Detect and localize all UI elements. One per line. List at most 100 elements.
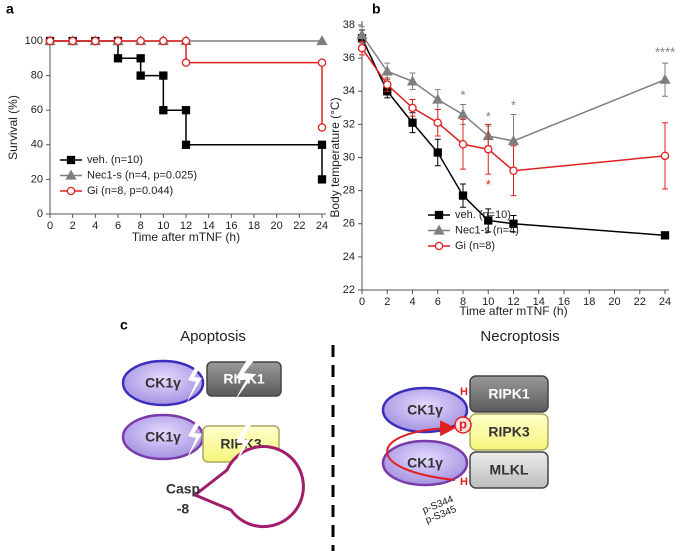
legend-label: Gi (n=8, p=0.044) (87, 185, 173, 197)
phospho-label: p (459, 416, 467, 431)
x-tick-label: 2 (384, 296, 390, 308)
y-tick-label: 32 (343, 118, 355, 130)
x-tick-label: 12 (180, 220, 192, 232)
marker (659, 73, 671, 84)
marker (507, 135, 520, 146)
diagram: c Apoptosis Necroptosis CK1γ CK1γ RIPK1 … (120, 317, 560, 551)
x-tick-label: 18 (248, 220, 260, 232)
marker (381, 65, 393, 76)
x-tick-label: 10 (157, 220, 169, 232)
ck1-label: CK1γ (407, 402, 443, 418)
x-tick-label: 24 (316, 220, 328, 232)
legend-marker (65, 169, 77, 180)
legend-label: Gi (n=8) (455, 240, 495, 252)
ck1-label: CK1γ (407, 455, 443, 471)
marker (91, 36, 100, 46)
marker (509, 166, 518, 175)
marker (68, 36, 77, 46)
necroptosis-title: Necroptosis (480, 328, 559, 345)
y-tick-label: 80 (31, 70, 43, 82)
panel-label: c (120, 317, 128, 333)
legend-marker (66, 155, 76, 165)
x-tick-label: 16 (558, 296, 570, 308)
casp8-label: Casp (166, 481, 200, 497)
y-tick-label: 28 (343, 185, 355, 197)
y-tick-label: 0 (37, 208, 43, 220)
panel-label: a (6, 1, 14, 17)
marker (113, 54, 123, 63)
ripk3-label: RIPK3 (488, 424, 529, 440)
x-tick-label: 16 (225, 220, 237, 232)
x-tick-label: 20 (271, 220, 283, 232)
break (234, 424, 252, 466)
y-tick-label: 22 (343, 284, 355, 296)
marker (181, 36, 191, 46)
x-tick-label: 6 (115, 220, 121, 232)
y-tick-label: 34 (343, 85, 355, 97)
x-tick-label: 24 (659, 296, 671, 308)
marker (181, 106, 191, 115)
break (186, 418, 204, 460)
y-tick-label: 20 (31, 173, 43, 185)
legend-label: veh. (n=10) (87, 154, 143, 166)
apoptosis-title: Apoptosis (180, 328, 246, 345)
x-tick-label: 22 (634, 296, 646, 308)
phospho-badge (454, 416, 472, 434)
x-tick-label: 12 (507, 296, 519, 308)
marker (433, 148, 442, 157)
marker (181, 140, 191, 149)
y-tick-label: 40 (31, 139, 43, 151)
marker (136, 54, 145, 63)
x-axis-title: Time after mTNF (h) (459, 304, 567, 318)
x-axis-title: Time after mTNF (h) (132, 230, 240, 244)
marker (406, 75, 419, 86)
legend-label: Nec1-s (n=4) (455, 224, 519, 236)
marker (159, 106, 168, 115)
marker (136, 36, 145, 46)
x-tick-label: 2 (70, 220, 76, 232)
h-mark: H (460, 386, 468, 398)
x-tick-label: 14 (533, 296, 545, 308)
mlkl-node (469, 451, 549, 489)
break (234, 358, 256, 402)
marker (382, 80, 392, 89)
casp8-node (192, 445, 305, 529)
ripk1-label: RIPK1 (488, 386, 529, 402)
legend-label: veh. (n=10) (455, 209, 511, 221)
marker (408, 118, 417, 127)
marker (316, 35, 328, 46)
panel-label: b (372, 1, 381, 17)
x-tick-label: 14 (203, 220, 215, 232)
break (186, 362, 204, 404)
marker (136, 71, 145, 80)
marker (356, 29, 368, 40)
y-tick-label: 100 (25, 35, 43, 47)
marker (113, 36, 123, 46)
casp8-label: -8 (177, 501, 190, 517)
marker (457, 108, 469, 119)
x-tick-label: 8 (460, 296, 466, 308)
marker (660, 231, 670, 240)
y-axis-title: Body temperature (°C) (328, 97, 342, 217)
ripk1-node (469, 375, 549, 413)
y-tick-label: 36 (343, 52, 355, 64)
marker (408, 103, 417, 113)
x-tick-label: 4 (409, 296, 415, 308)
marker (483, 144, 493, 154)
annotation: * (486, 177, 491, 192)
x-tick-label: 22 (293, 220, 305, 232)
series-line (361, 47, 666, 172)
legend-label: Nec1-s (n=4, p=0.025) (87, 169, 197, 181)
x-tick-label: 6 (435, 296, 441, 308)
ck1-node (121, 359, 205, 407)
y-tick-label: 26 (343, 218, 355, 230)
annotation: * (511, 98, 516, 113)
x-tick-label: 0 (47, 220, 53, 232)
x-tick-label: 20 (608, 296, 620, 308)
ck1-label: CK1γ (145, 375, 181, 391)
y-tick-label: 38 (343, 19, 355, 31)
legend-marker (66, 186, 76, 196)
annotation: **** (655, 45, 675, 60)
marker (317, 123, 327, 132)
